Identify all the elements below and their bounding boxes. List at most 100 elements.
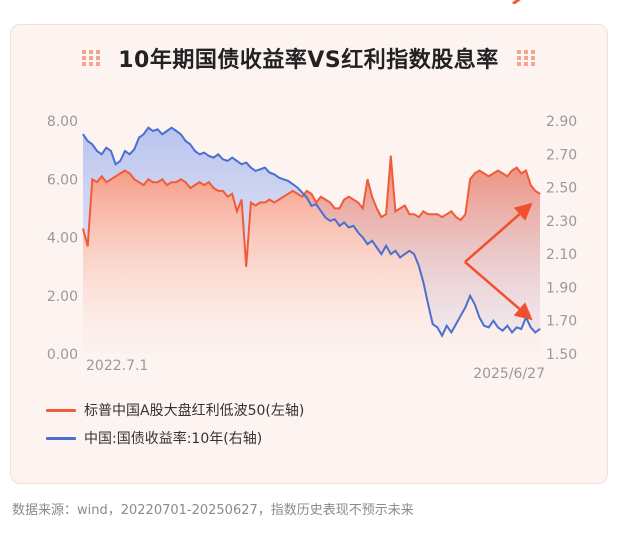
dividend-yield-point <box>502 172 504 174</box>
dividend-yield-point <box>329 201 331 204</box>
bond-yield-point <box>194 150 196 152</box>
dividend-yield-point <box>105 181 107 183</box>
dividend-yield-point <box>404 204 406 207</box>
dividend-yield-point <box>101 175 103 177</box>
dividend-yield-point <box>530 184 532 186</box>
right-axis-tick: 2.30 <box>546 214 577 230</box>
bond-yield-point <box>110 150 112 152</box>
bond-yield-point <box>516 326 518 328</box>
dividend-yield-point <box>147 178 149 180</box>
legend-swatch-dividend <box>46 408 76 412</box>
right-axis-tick: 1.90 <box>546 280 577 296</box>
dividend-yield-point <box>436 213 438 215</box>
dividend-yield-point <box>175 181 177 183</box>
dividend-yield-point <box>427 213 429 215</box>
bond-yield-point <box>208 155 210 157</box>
bond-yield-point <box>371 240 373 242</box>
left-axis-tick: 8.00 <box>47 114 78 130</box>
dividend-yield-point <box>441 216 443 218</box>
bond-yield-point <box>343 221 345 224</box>
dividend-yield-point <box>422 210 424 212</box>
dividend-yield-point <box>161 178 163 180</box>
bond-yield-point <box>394 250 396 252</box>
dividend-yield-point <box>432 213 434 215</box>
right-axis-tick: 1.50 <box>546 347 577 363</box>
bond-yield-point <box>376 246 378 249</box>
bond-yield-point <box>217 153 219 155</box>
right-axis-tick: 1.70 <box>546 314 577 330</box>
bond-yield-point <box>96 150 98 152</box>
bond-yield-point <box>203 152 205 154</box>
bond-yield-point <box>157 128 159 130</box>
corner-accent-mark <box>512 0 521 4</box>
bond-yield-point <box>250 167 252 169</box>
bond-yield-point <box>320 210 322 212</box>
bond-yield-point <box>287 180 289 182</box>
bond-yield-point <box>199 153 201 155</box>
dividend-yield-point <box>511 169 513 172</box>
dividend-yield-point <box>506 175 508 177</box>
bond-yield-point <box>236 160 238 162</box>
dividend-yield-point <box>282 196 285 198</box>
bond-yield-point <box>175 130 177 132</box>
bond-yield-point <box>474 303 476 305</box>
bond-yield-point <box>241 163 243 165</box>
bond-yield-point <box>352 225 355 227</box>
dividend-yield-point <box>208 181 210 183</box>
dividend-yield-point <box>390 155 392 157</box>
legend-label-dividend: 标普中国A股大盘红利低波50(左轴) <box>84 403 305 419</box>
dividend-yield-point <box>357 201 359 204</box>
bond-yield-point <box>464 306 466 308</box>
dividend-yield-point <box>119 172 121 174</box>
bond-yield-point <box>301 192 303 194</box>
bond-yield-point <box>446 325 448 327</box>
dividend-yield-point <box>385 213 387 215</box>
dividend-yield-point <box>129 172 131 174</box>
dividend-yield-point <box>338 207 341 209</box>
dividend-yield-point <box>138 181 140 183</box>
bond-yield-point <box>87 140 89 142</box>
bond-yield-point <box>273 173 275 175</box>
trend-arrows <box>464 202 533 321</box>
dividend-yield-point <box>264 201 266 204</box>
bond-yield-point <box>268 172 271 174</box>
dividend-yield-point <box>231 193 233 195</box>
bond-yield-point <box>213 157 215 159</box>
bond-yield-point <box>306 197 308 199</box>
dividend-yield-point <box>376 207 378 209</box>
chart-plot: 8.00 6.00 4.00 2.00 0.00 2.90 2.70 2.50 2.30 2.10… <box>47 114 577 382</box>
dividend-yield-point <box>222 190 224 192</box>
bond-yield-point <box>455 323 457 325</box>
bond-yield-point <box>329 220 331 222</box>
arrow-up-icon <box>464 202 533 263</box>
dividend-yield-point <box>315 201 317 204</box>
dividend-yield-point <box>115 175 117 177</box>
dividend-yield-point <box>171 181 173 183</box>
bond-yield-point <box>185 140 187 142</box>
dividend-yield-point <box>254 204 257 207</box>
bond-yield-point <box>497 326 499 328</box>
dividend-yield-point <box>320 196 322 198</box>
bond-yield-point <box>264 167 266 169</box>
bond-yield-point <box>101 153 103 155</box>
legend-item-bond: 中国:国债收益率:10年(右轴) <box>46 424 304 452</box>
bond-yield-point <box>296 187 299 189</box>
bond-yield-point <box>231 157 233 159</box>
bond-yield-point <box>539 328 541 330</box>
bond-yield-point <box>161 133 163 135</box>
dividend-yield-point <box>394 210 396 212</box>
legend-swatch-bond <box>46 436 76 440</box>
dividend-yield-point <box>87 245 89 247</box>
dividend-yield-point <box>464 213 466 215</box>
dividend-yield-point <box>268 199 271 201</box>
source-footnote: 数据来源：wind，20220701-20250627，指数历史表现不预示未来 <box>12 503 414 518</box>
dividend-yield-point <box>189 187 191 189</box>
dividend-yield-point <box>469 178 471 180</box>
dividend-yield-point <box>525 169 527 172</box>
dividend-yield-point <box>343 199 345 201</box>
dividend-yield-point <box>497 169 499 172</box>
bond-yield-point <box>334 218 336 220</box>
bond-yield-point <box>222 158 224 160</box>
dividend-yield-point <box>446 213 448 215</box>
dividend-yield-point <box>534 190 536 192</box>
